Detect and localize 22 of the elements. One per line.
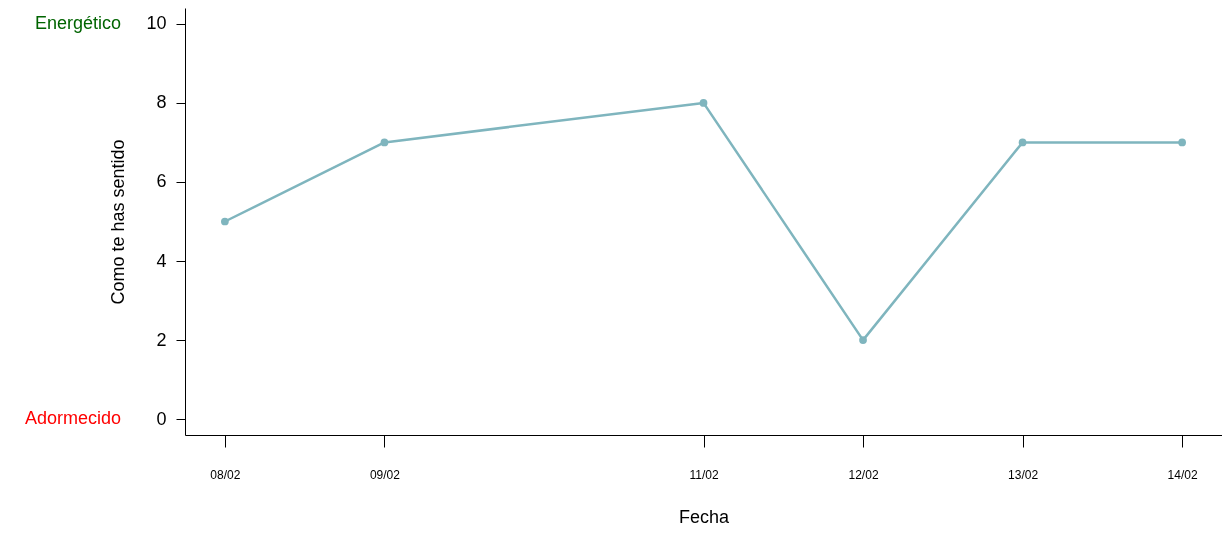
- x-axis-title: Fecha: [678, 506, 730, 527]
- point: [1018, 138, 1027, 147]
- y-tick-label: 8: [156, 92, 167, 113]
- x-tick-label: 12/02: [848, 467, 879, 482]
- y-tick-label: 10: [146, 13, 167, 34]
- point: [859, 336, 867, 344]
- text: Adormecido: [24, 408, 121, 429]
- y-tick-label: 2: [156, 329, 167, 350]
- y-tick-label: 6: [156, 171, 167, 192]
- point: [380, 138, 389, 147]
- text: Energético: [34, 12, 121, 33]
- x-tick-label: 08/02: [210, 467, 241, 482]
- x-tick-label: 11/02: [689, 467, 719, 482]
- x-tick-label: 13/02: [1008, 467, 1039, 482]
- point: [699, 99, 708, 107]
- point: [1178, 138, 1186, 147]
- x-tick-label: 14/02: [1167, 467, 1198, 482]
- point: [221, 217, 229, 226]
- y-tick-label: 0: [156, 408, 167, 429]
- y-tick-label: 4: [156, 250, 167, 271]
- x-tick-label: 09/02: [369, 467, 401, 482]
- y-axis-title: Como te has sentido: [108, 139, 129, 305]
